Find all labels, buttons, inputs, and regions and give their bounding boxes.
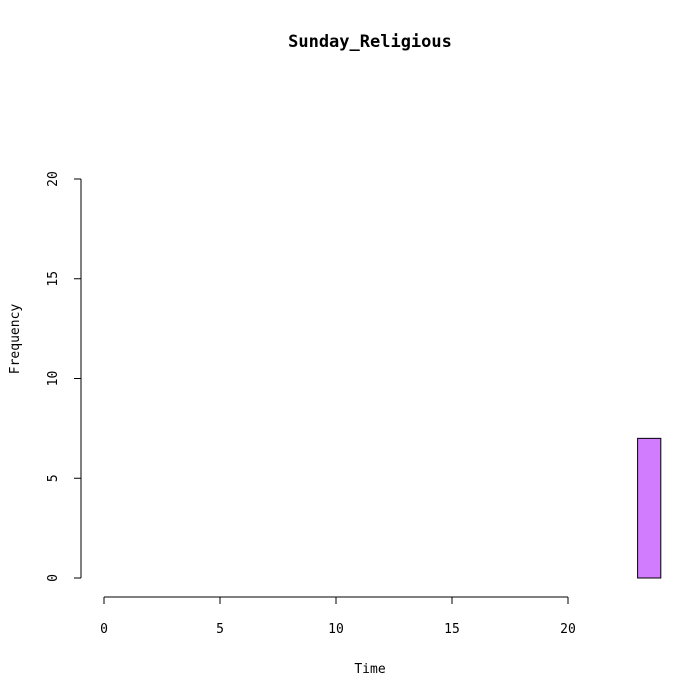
y-axis: 0 5 10 15 20 — [46, 171, 82, 582]
y-axis-label: Frequency — [8, 304, 23, 375]
x-axis-label: Time — [354, 662, 385, 677]
y-tick-label: 10 — [46, 371, 61, 387]
x-tick-label: 5 — [216, 622, 224, 637]
bars-group — [637, 437, 662, 579]
y-tick-label: 15 — [46, 271, 61, 287]
x-tick-label: 20 — [560, 622, 576, 637]
x-tick-label: 0 — [100, 622, 108, 637]
y-tick-label: 20 — [46, 171, 61, 187]
histogram-bar — [637, 437, 662, 579]
x-tick-label: 10 — [328, 622, 344, 637]
chart-title: Sunday_Religious — [288, 32, 452, 52]
y-tick-label: 0 — [46, 574, 61, 582]
y-tick-label: 5 — [46, 474, 61, 482]
x-tick-label: 15 — [444, 622, 460, 637]
x-axis: 0 5 10 15 20 — [100, 596, 576, 637]
